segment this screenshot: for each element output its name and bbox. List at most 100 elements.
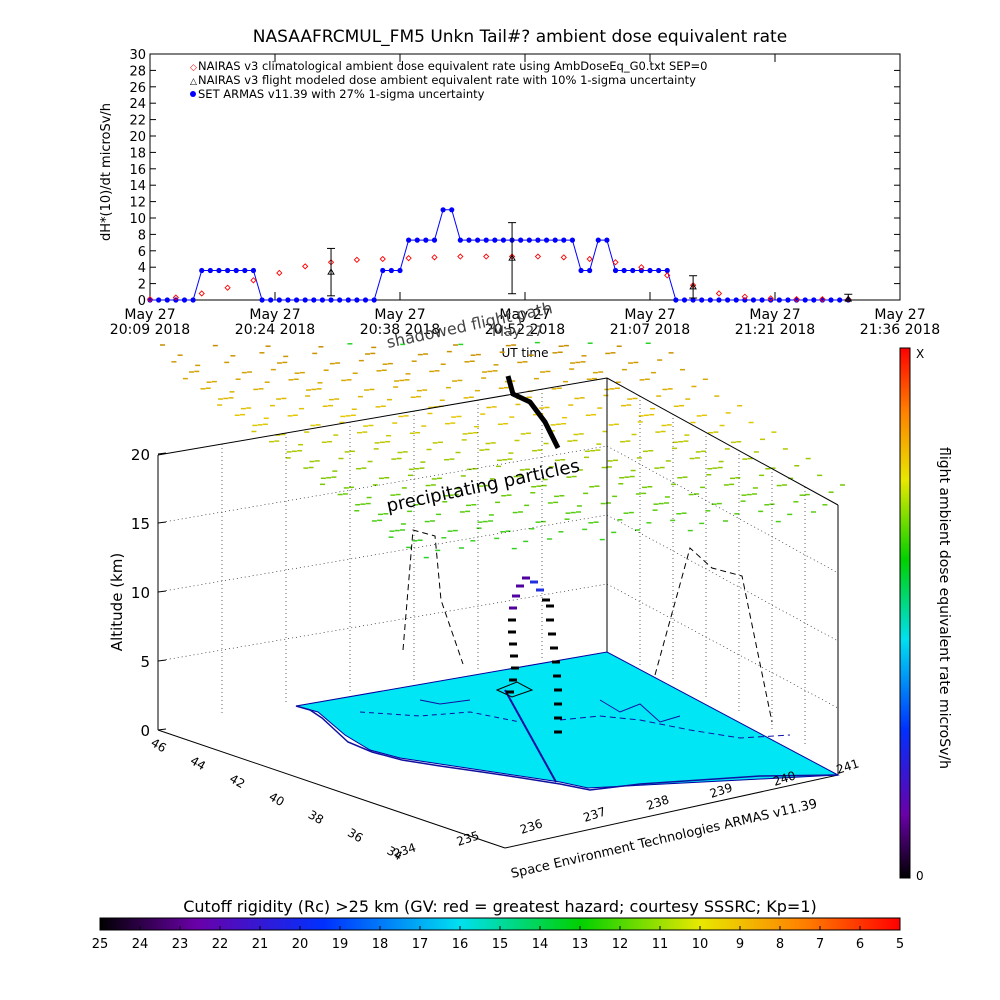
colorbar-tick-label: 11 bbox=[652, 937, 669, 952]
nairas-climatological-point bbox=[250, 277, 257, 284]
y-tick-label: 0 bbox=[138, 294, 146, 309]
armas-point bbox=[285, 297, 291, 303]
longitude-tick-label: 238 bbox=[645, 792, 671, 812]
nairas-climatological-point bbox=[457, 253, 464, 260]
armas-point bbox=[543, 237, 550, 243]
y-tick-label: 2 bbox=[138, 278, 146, 293]
nairas-climatological-point bbox=[819, 296, 826, 303]
armas-point bbox=[431, 237, 438, 243]
y-tick-label: 20 bbox=[129, 130, 146, 145]
y-tick-label: 8 bbox=[138, 228, 146, 243]
shadowed-flight-path bbox=[505, 375, 561, 450]
nairas-climatological-point bbox=[379, 255, 386, 263]
armas-point bbox=[371, 297, 377, 303]
colorbar-tick-label: 25 bbox=[92, 937, 109, 952]
flight-path-segment bbox=[512, 594, 520, 598]
armas-point bbox=[656, 267, 662, 274]
armas-point bbox=[724, 297, 731, 303]
armas-point bbox=[535, 237, 541, 243]
armas-point bbox=[199, 267, 205, 274]
nairas-climatological-point bbox=[638, 264, 645, 271]
armas-point bbox=[759, 297, 765, 303]
altitude-tick-label: 15 bbox=[131, 515, 150, 533]
y-tick-label: 30 bbox=[129, 48, 146, 63]
armas-point bbox=[354, 297, 360, 303]
y-tick-label: 24 bbox=[129, 97, 146, 112]
armas-point bbox=[828, 297, 834, 303]
armas-point bbox=[664, 267, 670, 274]
flight-path-segment bbox=[548, 632, 556, 636]
armas-point bbox=[293, 297, 300, 303]
x-tick-label-date: May 27 bbox=[624, 307, 675, 323]
armas-point bbox=[793, 297, 800, 303]
colorbar-tick-label: 7 bbox=[816, 937, 824, 952]
y-tick-label: 22 bbox=[129, 114, 146, 129]
flight-path-segment bbox=[511, 666, 519, 670]
y-tick-label: 4 bbox=[138, 261, 146, 276]
armas-point bbox=[181, 297, 188, 303]
legend-marker-triangle: △ bbox=[190, 77, 197, 87]
armas-point bbox=[699, 297, 705, 303]
colorbar-tick-label: 21 bbox=[252, 937, 269, 952]
altitude-tick-mark bbox=[157, 659, 167, 662]
colorbar-tick-label: 22 bbox=[212, 937, 229, 952]
armas-point bbox=[380, 267, 386, 274]
credit-label: Space Environment Technologies ARMAS v11… bbox=[510, 797, 819, 882]
longitude-tick-label: 237 bbox=[581, 804, 607, 824]
x-tick-label-date: May 27 bbox=[499, 307, 550, 323]
flight-path-segment bbox=[522, 576, 530, 580]
flight-path-segment bbox=[516, 584, 524, 588]
wall-shadow-path-right bbox=[654, 547, 773, 723]
armas-point bbox=[233, 267, 239, 274]
overlay-date-label: May 27 bbox=[492, 324, 543, 340]
colorbar-tick-label: 9 bbox=[736, 937, 744, 952]
nairas-climatological-point bbox=[483, 253, 490, 260]
colorbar-tick-label: 14 bbox=[532, 937, 549, 952]
colorbar-tick-label: 24 bbox=[132, 937, 149, 952]
nairas-flight-point bbox=[327, 268, 335, 275]
armas-point bbox=[552, 237, 558, 243]
armas-point bbox=[595, 237, 601, 243]
legend-entry-1: NAIRAS v3 climatological ambient dose eq… bbox=[198, 59, 707, 73]
flight-path-segment bbox=[554, 716, 562, 720]
colorbar-tick-label: 19 bbox=[332, 937, 349, 952]
longitude-tick-label: 236 bbox=[518, 816, 544, 836]
top-series-layer bbox=[146, 207, 853, 303]
armas-point bbox=[526, 237, 532, 243]
x-tick-label-time: 21:36 2018 bbox=[860, 322, 940, 338]
armas-point bbox=[319, 297, 326, 303]
armas-point bbox=[397, 267, 403, 274]
flight-path-segment bbox=[554, 688, 562, 692]
armas-point bbox=[630, 267, 636, 274]
nairas-climatological-point bbox=[715, 290, 723, 297]
armas-point bbox=[612, 267, 619, 274]
altitude-tick-mark bbox=[157, 521, 167, 524]
latitude-tick-label: 42 bbox=[227, 771, 247, 791]
armas-point bbox=[337, 297, 343, 303]
armas-point bbox=[276, 297, 282, 303]
flight-path bbox=[506, 576, 562, 734]
armas-point bbox=[750, 297, 757, 303]
armas-point bbox=[776, 297, 782, 303]
armas-point bbox=[690, 297, 696, 303]
flight-path-segment bbox=[546, 618, 554, 622]
flight-path-segment bbox=[509, 642, 517, 646]
colorbar-tick-label: 15 bbox=[492, 937, 509, 952]
nairas-flight-point bbox=[508, 254, 516, 261]
nairas-climatological-point bbox=[612, 259, 619, 266]
side-colorbar bbox=[899, 347, 911, 879]
armas-point bbox=[345, 297, 351, 303]
armas-point bbox=[216, 267, 222, 274]
armas-point bbox=[388, 267, 394, 274]
legend-entry-3: SET ARMAS v11.39 with 27% 1-sigma uncert… bbox=[198, 87, 485, 101]
nairas-flight-point bbox=[689, 283, 697, 290]
armas-point bbox=[742, 297, 748, 303]
flight-path-segment bbox=[508, 630, 516, 634]
nairas-climatological-point bbox=[276, 269, 283, 277]
flight-path-segment bbox=[509, 606, 517, 610]
x-tick-label-time: 20:24 2018 bbox=[235, 322, 315, 338]
altitude-tick-label: 0 bbox=[140, 722, 150, 740]
map-coastline bbox=[295, 699, 839, 791]
flight-path-segment bbox=[553, 674, 561, 678]
